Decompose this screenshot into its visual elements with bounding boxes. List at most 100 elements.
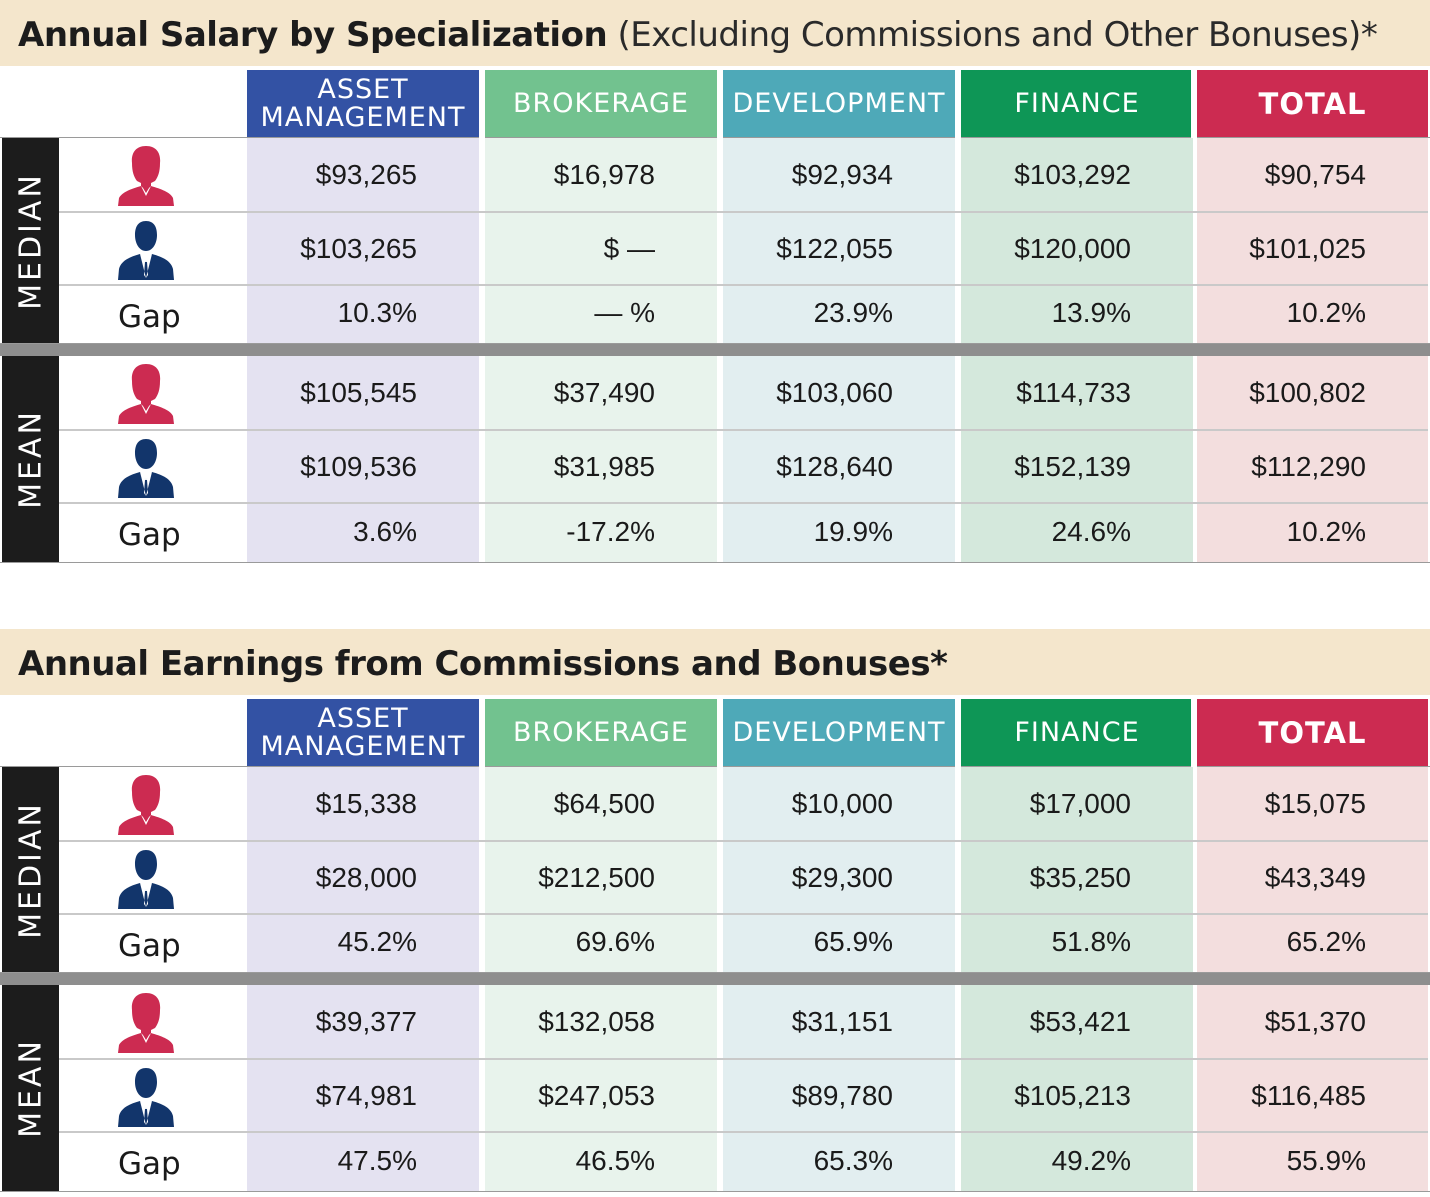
male-value-cell: $105,213 xyxy=(1014,1080,1131,1111)
header-blank xyxy=(0,699,246,767)
column-header: FINANCE xyxy=(961,70,1193,138)
column-cell-background xyxy=(723,985,955,1191)
male-value-cell: $31,985 xyxy=(553,451,655,482)
column-header-label: DEVELOPMENT xyxy=(732,719,945,747)
column-cell-background xyxy=(961,767,1193,972)
male-value-cell: $101,025 xyxy=(1249,233,1366,264)
column-cell-background xyxy=(485,985,717,1191)
female-value-cell: $53,421 xyxy=(1029,1006,1131,1037)
title-light: (Excluding Commissions and Other Bonuses… xyxy=(607,15,1378,55)
gap-value-cell: 10.2% xyxy=(1286,297,1366,328)
female-value-cell: $31,151 xyxy=(791,1006,893,1037)
gap-label: Gap xyxy=(118,299,181,335)
column-header: DEVELOPMENT xyxy=(723,70,955,138)
column-gap xyxy=(955,699,961,767)
female-value-cell: $39,377 xyxy=(315,1006,417,1037)
column-header-label: TOTAL xyxy=(1259,90,1367,119)
column-header-line1: TOTAL xyxy=(1258,716,1367,750)
female-value-cell: $103,292 xyxy=(1014,159,1131,190)
column-header: ASSET MANAGEMENT xyxy=(247,70,479,138)
column-header-line1: FINANCE xyxy=(1014,717,1140,748)
male-person-icon xyxy=(116,847,176,909)
gap-value-cell: 10.3% xyxy=(337,297,417,328)
title-bold: Annual Salary by Specialization xyxy=(18,15,608,55)
column-cell-background xyxy=(1197,138,1428,343)
gap-value-cell: 46.5% xyxy=(575,1145,655,1176)
column-cell-background xyxy=(961,356,1193,562)
female-value-cell: $51,370 xyxy=(1264,1006,1366,1037)
male-value-cell: $128,640 xyxy=(776,451,893,482)
male-value-cell: $35,250 xyxy=(1029,862,1131,893)
female-value-cell: $10,000 xyxy=(791,788,893,819)
gap-value-cell: 65.9% xyxy=(813,926,893,957)
female-person-icon xyxy=(116,362,176,424)
column-header-line1: FINANCE xyxy=(1014,88,1140,119)
male-value-cell: $103,265 xyxy=(300,233,417,264)
male-value-cell: $152,139 xyxy=(1014,451,1131,482)
column-header-line2: MANAGEMENT xyxy=(260,731,466,762)
gap-value-cell: 65.3% xyxy=(813,1145,893,1176)
male-value-cell: $112,290 xyxy=(1251,451,1366,482)
column-header-line1: ASSET xyxy=(317,703,409,734)
header-blank xyxy=(0,70,246,138)
row-divider xyxy=(59,211,1428,213)
column-header: TOTAL xyxy=(1197,699,1428,767)
column-gap xyxy=(479,70,485,138)
female-value-cell: $114,733 xyxy=(1016,377,1131,408)
gap-value-cell: 24.6% xyxy=(1051,516,1131,547)
column-cell-background xyxy=(961,985,1193,1191)
group-label-mean: MEAN xyxy=(2,356,59,562)
column-gap xyxy=(479,699,485,767)
column-header-line1: BROKERAGE xyxy=(513,88,689,119)
row-divider xyxy=(59,913,1428,915)
column-header-label: TOTAL xyxy=(1258,716,1367,750)
column-gap xyxy=(1191,699,1197,767)
title-bar: Annual Earnings from Commissions and Bon… xyxy=(0,629,1430,695)
row-divider xyxy=(59,284,1428,286)
male-person-icon xyxy=(116,218,176,280)
female-value-cell: $100,802 xyxy=(1249,377,1366,408)
column-cell-background xyxy=(485,767,717,972)
male-value-cell: $116,485 xyxy=(1251,1080,1366,1111)
female-person-icon xyxy=(116,773,176,835)
group-separator xyxy=(0,344,1430,356)
title-bold: Annual Earnings from Commissions and Bon… xyxy=(18,644,948,684)
female-value-cell: $15,338 xyxy=(315,788,417,819)
gap-value-cell: — % xyxy=(594,297,655,328)
table-section-1: Annual Salary by Specialization (Excludi… xyxy=(0,0,1430,568)
column-header: DEVELOPMENT xyxy=(723,699,955,767)
gap-value-cell: 23.9% xyxy=(813,297,893,328)
column-cell-background xyxy=(1197,356,1428,562)
column-header-label: BROKERAGE xyxy=(513,719,689,747)
group-label-text: MEDIAN xyxy=(13,171,48,310)
male-value-cell: $89,780 xyxy=(791,1080,893,1111)
column-header: ASSET MANAGEMENT xyxy=(247,699,479,767)
header-bottom-border xyxy=(0,766,1430,767)
table-title: Annual Salary by Specialization (Excludi… xyxy=(18,0,1378,66)
female-value-cell: $93,265 xyxy=(315,159,417,190)
gap-value-cell: 51.8% xyxy=(1051,926,1131,957)
header-bottom-border xyxy=(0,137,1430,138)
column-gap xyxy=(1191,70,1197,138)
column-header-line1: DEVELOPMENT xyxy=(732,88,946,119)
column-header: BROKERAGE xyxy=(485,70,717,138)
column-cell-background xyxy=(247,138,479,343)
gap-value-cell: 13.9% xyxy=(1051,297,1131,328)
column-header-label: FINANCE xyxy=(1014,719,1139,747)
group-label-text: MEAN xyxy=(13,409,48,509)
male-value-cell: $212,500 xyxy=(538,862,655,893)
column-header-label: ASSET MANAGEMENT xyxy=(261,705,466,761)
column-header-label: DEVELOPMENT xyxy=(732,90,945,118)
male-value-cell: $120,000 xyxy=(1014,233,1131,264)
male-person-icon xyxy=(116,436,176,498)
table-title: Annual Earnings from Commissions and Bon… xyxy=(18,629,948,695)
gap-value-cell: 69.6% xyxy=(575,926,655,957)
column-header-label: BROKERAGE xyxy=(513,90,689,118)
male-value-cell: $28,000 xyxy=(315,862,417,893)
female-value-cell: $17,000 xyxy=(1029,788,1131,819)
column-cell-background xyxy=(723,767,955,972)
column-cell-background xyxy=(485,138,717,343)
female-value-cell: $15,075 xyxy=(1264,788,1366,819)
column-gap xyxy=(717,70,723,138)
row-divider xyxy=(59,1131,1428,1133)
